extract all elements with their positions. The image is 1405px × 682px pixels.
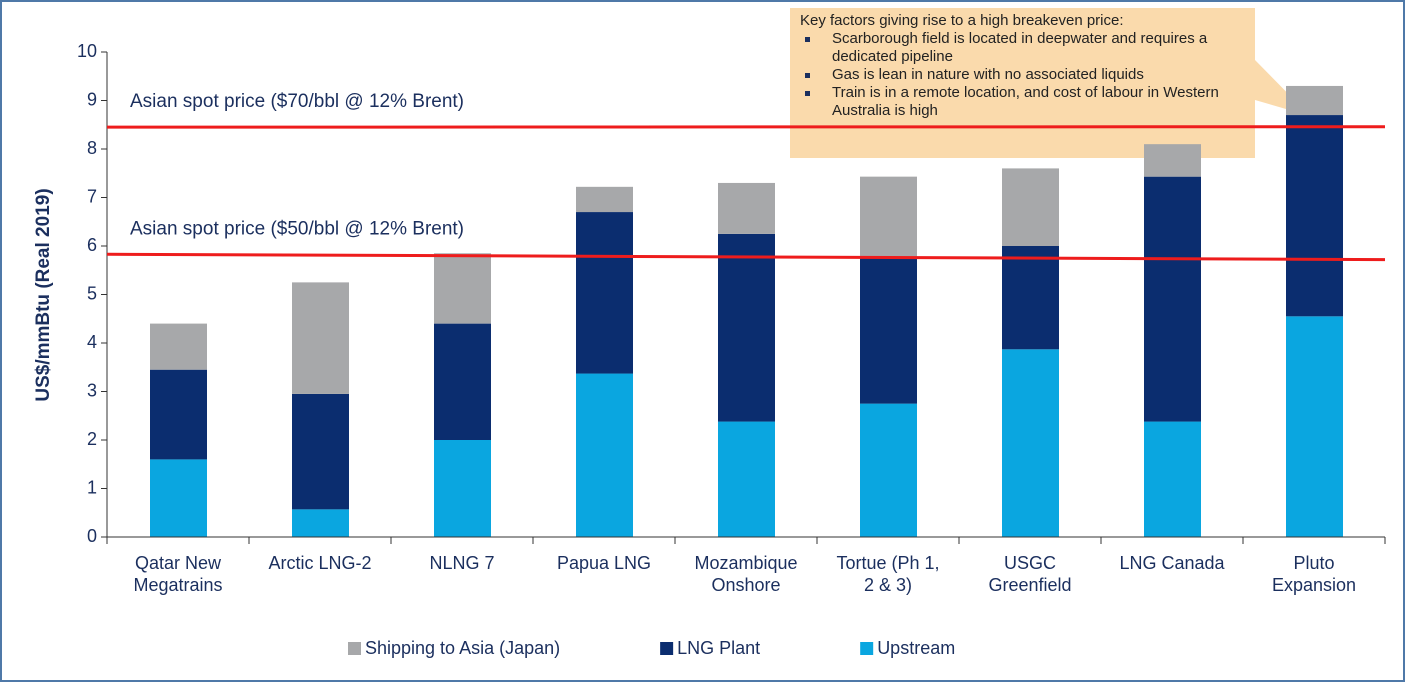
callout-bullet: Scarborough field is located in deepwate… [805, 30, 1245, 66]
legend-label: Shipping to Asia (Japan) [365, 638, 560, 658]
bar-segment [1144, 421, 1201, 537]
bar-segment [860, 258, 917, 404]
x-tick-label: LNG Canada [1119, 553, 1225, 573]
bar-segment [576, 186, 633, 213]
bar-segment [1002, 246, 1059, 350]
y-tick-label: 6 [87, 235, 97, 255]
legend-label: LNG Plant [677, 638, 760, 658]
bar-segment [150, 459, 207, 537]
x-tick-label: Qatar New [135, 553, 222, 573]
reference-label: Asian spot price ($70/bbl @ 12% Brent) [130, 91, 464, 112]
bar-segment [292, 282, 349, 394]
bar-segment [1286, 85, 1343, 116]
x-tick-label: Mozambique [694, 553, 797, 573]
callout-list: Scarborough field is located in deepwate… [800, 30, 1245, 120]
bar-segment [718, 182, 775, 234]
x-tick-label: Papua LNG [557, 553, 651, 573]
callout-bullet: Train is in a remote location, and cost … [805, 84, 1245, 120]
legend-swatch [348, 642, 361, 655]
callout-box [790, 8, 1310, 158]
bar-segment [576, 373, 633, 537]
x-tick-label: USGC [1004, 553, 1056, 573]
x-tick-label: Onshore [711, 575, 780, 595]
legend-label: Upstream [877, 638, 955, 658]
x-tick-label: NLNG 7 [429, 553, 494, 573]
y-tick-label: 8 [87, 138, 97, 158]
y-tick-label: 5 [87, 283, 97, 303]
bar-segment [576, 212, 633, 374]
bar-segment [718, 233, 775, 422]
bar-segment [860, 403, 917, 537]
bar-segment [1286, 316, 1343, 537]
bar-segment [434, 323, 491, 440]
bar-segment [150, 323, 207, 370]
bar-segment [434, 440, 491, 537]
y-tick-label: 3 [87, 380, 97, 400]
y-tick-label: 0 [87, 526, 97, 546]
legend-swatch [660, 642, 674, 655]
x-tick-label: 2 & 3) [864, 575, 912, 595]
callout-bullet: Gas is lean in nature with no associated… [805, 66, 1245, 84]
bar-segment [150, 369, 207, 460]
bar-segment [1002, 349, 1059, 537]
legend-swatch [860, 642, 874, 655]
y-tick-label: 4 [87, 332, 97, 352]
bar-segment [1286, 115, 1343, 317]
bar-segment [860, 176, 917, 259]
bar-segment [1002, 168, 1059, 246]
reference-label: Asian spot price ($50/bbl @ 12% Brent) [130, 218, 464, 239]
bar-segment [718, 421, 775, 537]
x-tick-label: Tortue (Ph 1, [836, 553, 939, 573]
bar-segment [292, 509, 349, 537]
bar-segment [1144, 176, 1201, 422]
bar-segment [1144, 144, 1201, 177]
callout: Key factors giving rise to a high breake… [800, 12, 1245, 120]
y-tick-label: 2 [87, 429, 97, 449]
reference-line [106, 252, 1386, 262]
y-tick-label: 10 [77, 41, 97, 61]
x-tick-label: Expansion [1272, 575, 1356, 595]
x-tick-label: Pluto [1293, 553, 1334, 573]
bar-segment [434, 253, 491, 324]
y-tick-label: 9 [87, 89, 97, 109]
x-tick-label: Greenfield [988, 575, 1071, 595]
y-tick-label: 1 [87, 477, 97, 497]
y-axis-label: US$/mmBtu (Real 2019) [33, 188, 54, 401]
x-tick-label: Megatrains [133, 575, 222, 595]
x-tick-label: Arctic LNG-2 [268, 553, 371, 573]
y-tick-label: 7 [87, 186, 97, 206]
bar-segment [292, 393, 349, 510]
callout-title: Key factors giving rise to a high breake… [800, 12, 1124, 29]
